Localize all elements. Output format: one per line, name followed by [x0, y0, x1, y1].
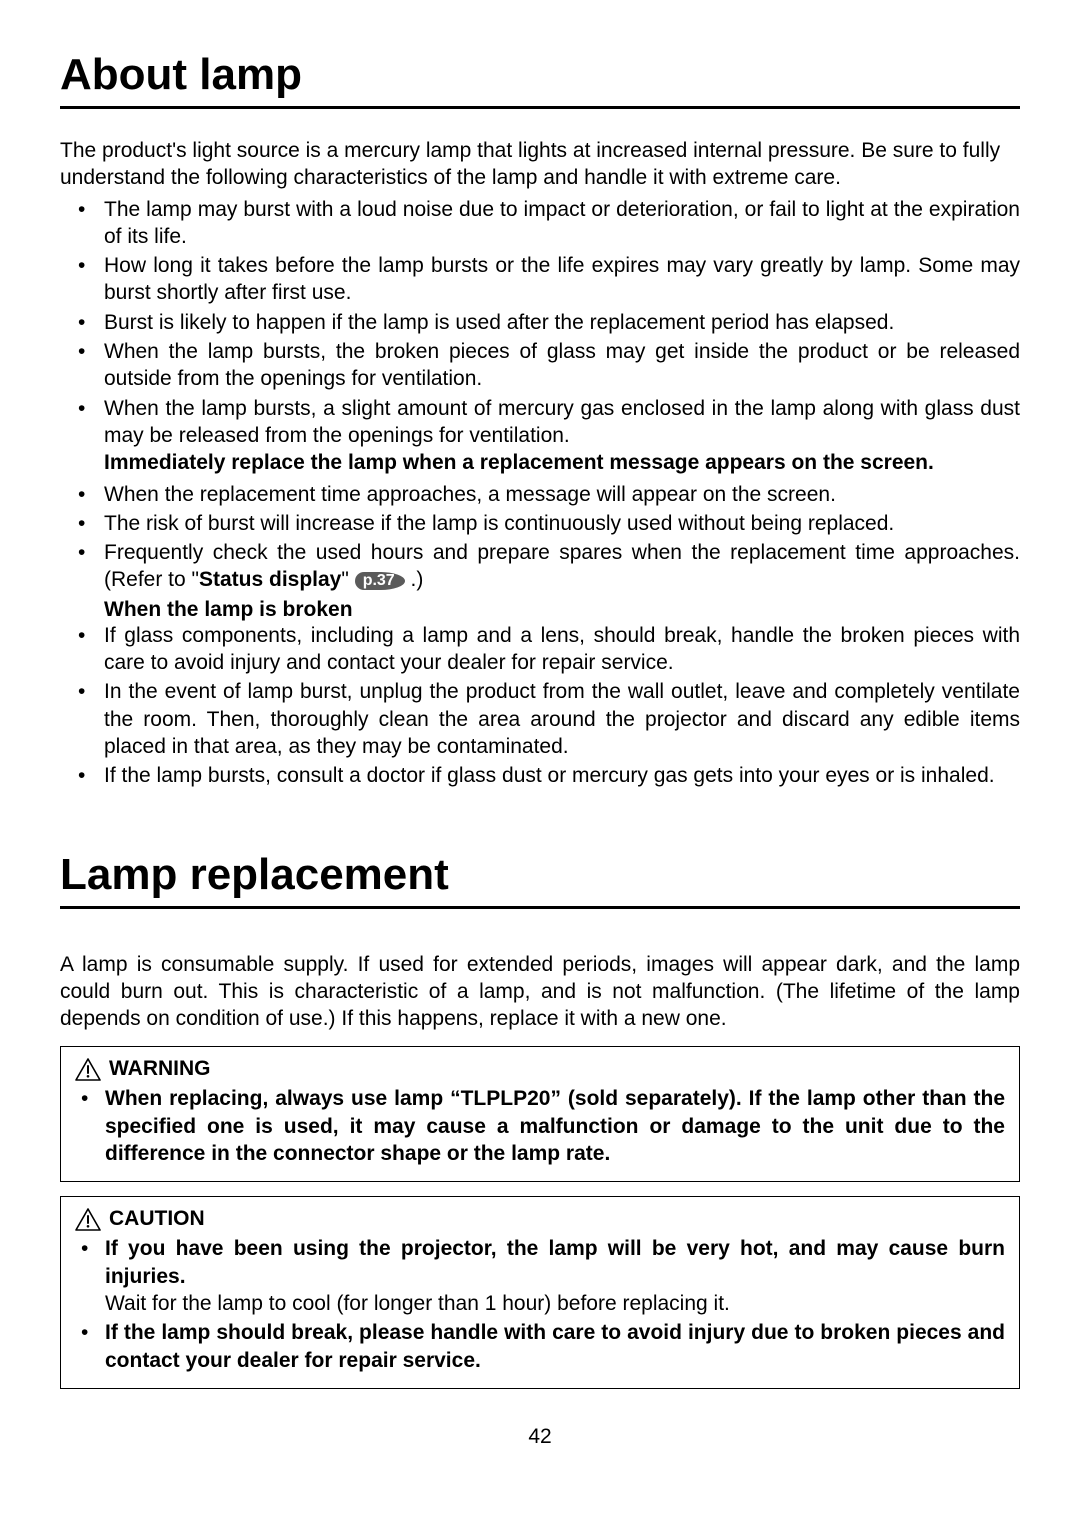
- about-lamp-bullets-1: The lamp may burst with a loud noise due…: [60, 196, 1020, 477]
- caution-box: CAUTION If you have been using the proje…: [60, 1196, 1020, 1388]
- list-item: How long it takes before the lamp bursts…: [60, 252, 1020, 307]
- list-item: The risk of burst will increase if the l…: [60, 510, 1020, 537]
- list-item: When replacing, always use lamp “TLPLP20…: [75, 1085, 1005, 1167]
- warning-icon: [75, 1058, 101, 1081]
- caution-header: CAUTION: [75, 1207, 1005, 1231]
- list-item-text: When the lamp bursts, a slight amount of…: [104, 397, 1020, 447]
- caution-1-tail: Wait for the lamp to cool (for longer th…: [105, 1292, 730, 1315]
- list-item: In the event of lamp burst, unplug the p…: [60, 678, 1020, 760]
- list-item-tail: .): [405, 568, 424, 591]
- heading-about-lamp: About lamp: [60, 50, 1020, 109]
- list-item: If the lamp should break, please handle …: [75, 1319, 1005, 1374]
- caution-bullets: If you have been using the projector, th…: [75, 1235, 1005, 1373]
- list-item: The lamp may burst with a loud noise due…: [60, 196, 1020, 251]
- caution-icon: [75, 1208, 101, 1231]
- list-item: If you have been using the projector, th…: [75, 1235, 1005, 1317]
- replacement-intro: A lamp is consumable supply. If used for…: [60, 951, 1020, 1033]
- list-item: If glass components, including a lamp an…: [60, 622, 1020, 677]
- subheading-broken: When the lamp is broken: [60, 598, 1020, 622]
- list-item: When the replacement time approaches, a …: [60, 481, 1020, 508]
- caution-1-bold: If you have been using the projector, th…: [105, 1237, 1005, 1287]
- status-display-ref: Status display: [199, 568, 341, 591]
- warning-label: WARNING: [109, 1057, 211, 1081]
- bold-replace-note: Immediately replace the lamp when a repl…: [104, 451, 934, 474]
- list-item: When the lamp bursts, the broken pieces …: [60, 338, 1020, 393]
- warning-box: WARNING When replacing, always use lamp …: [60, 1046, 1020, 1182]
- caution-2: If the lamp should break, please handle …: [105, 1321, 1005, 1371]
- about-lamp-bullets-2: When the replacement time approaches, a …: [60, 481, 1020, 594]
- list-item: When the lamp bursts, a slight amount of…: [60, 395, 1020, 477]
- about-lamp-bullets-3: If glass components, including a lamp an…: [60, 622, 1020, 790]
- warning-text: When replacing, always use lamp “TLPLP20…: [105, 1087, 1005, 1165]
- caution-label: CAUTION: [109, 1207, 205, 1231]
- page-number: 42: [60, 1425, 1020, 1449]
- about-lamp-intro: The product's light source is a mercury …: [60, 137, 1020, 192]
- heading-lamp-replacement: Lamp replacement: [60, 850, 1020, 909]
- warning-bullets: When replacing, always use lamp “TLPLP20…: [75, 1085, 1005, 1167]
- list-item: Frequently check the used hours and prep…: [60, 539, 1020, 594]
- list-item: Burst is likely to happen if the lamp is…: [60, 309, 1020, 336]
- page-ref-badge: p.37: [355, 572, 405, 590]
- list-item: If the lamp bursts, consult a doctor if …: [60, 762, 1020, 789]
- warning-header: WARNING: [75, 1057, 1005, 1081]
- list-item-quote: ": [341, 568, 348, 591]
